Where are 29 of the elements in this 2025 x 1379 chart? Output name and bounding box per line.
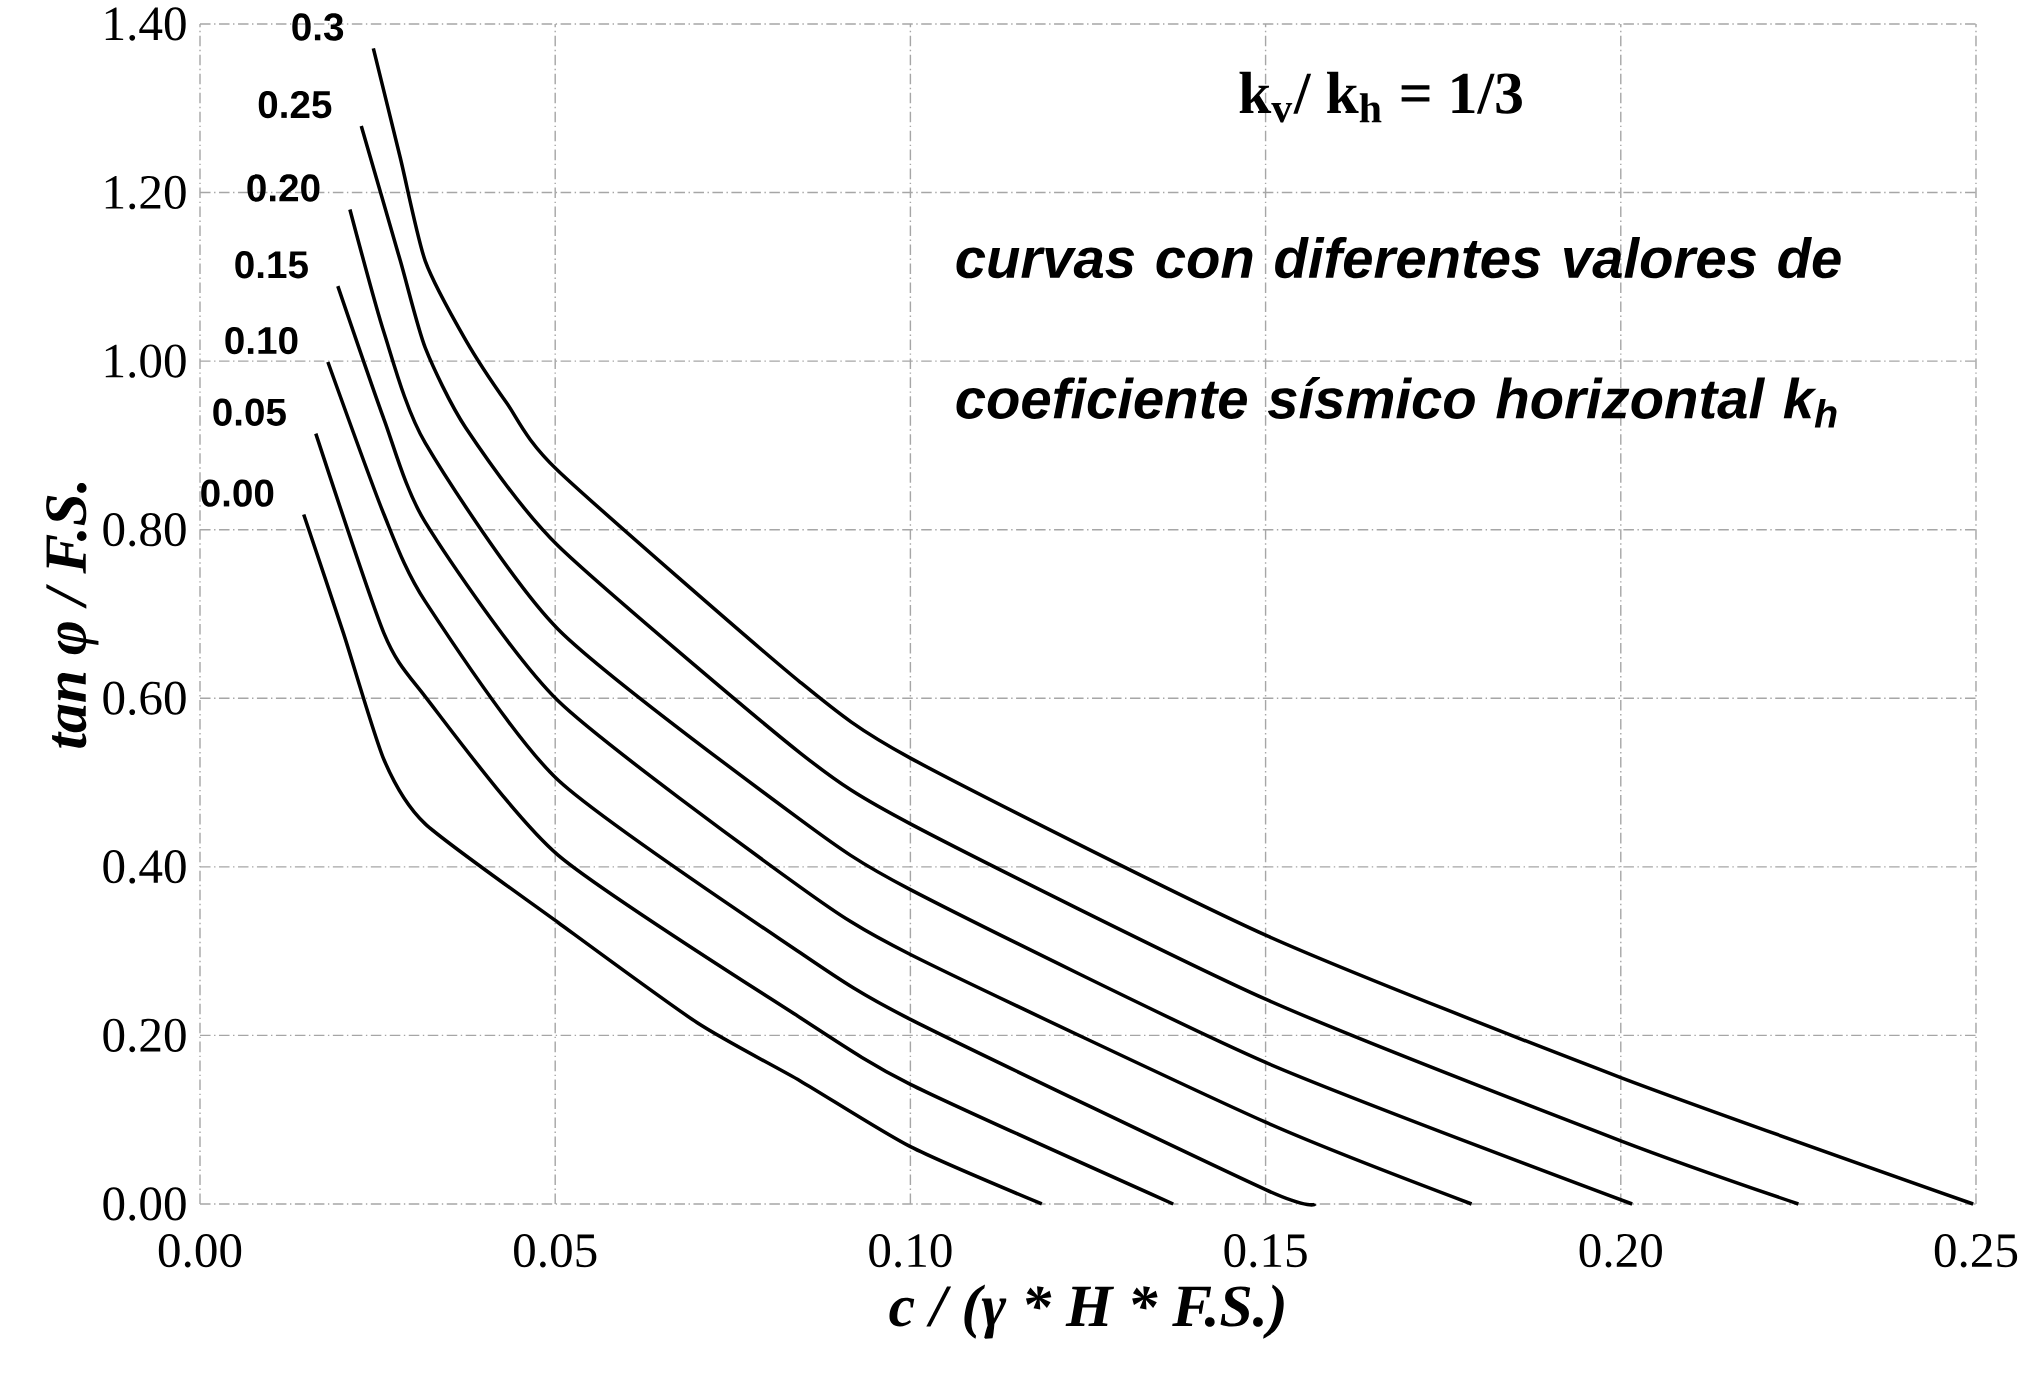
x-tick-label: 0.15 [1224,1233,1307,1268]
series-label: 0.00 [201,479,274,507]
series-label: 0.20 [247,174,320,202]
line-series [314,431,1175,1206]
line-series [336,284,1474,1206]
series-label: 0.10 [225,326,298,355]
y-tick-label: 1.00 [105,344,186,378]
y-tick-label: 0.40 [103,850,186,884]
x-axis-title: c / (γ * H * F.S.) [889,1284,1284,1339]
y-tick-label: 0.60 [103,681,186,716]
text: curvas con diferentes valores de coeficiente sísmico horizontal k$_{h}$ [956,237,1841,428]
x-tick-label: 0.10 [869,1233,952,1268]
x-tick-label: 0.20 [1579,1233,1662,1268]
x-tick-label: 0.25 [1934,1233,2018,1268]
y-axis-title: tan φ / F.S. [46,483,99,748]
series-label: 0.05 [213,398,286,426]
series-label: 0.3 [292,13,344,41]
line-series [301,512,1044,1206]
series-label: 0.25 [258,90,332,119]
y-tick-label: 1.40 [105,7,186,41]
y-tick-label: 0.20 [103,1018,186,1053]
y-tick-label: 1.20 [105,175,186,210]
x-tick-label: 0.05 [514,1233,597,1268]
x-tick-label: 0.00 [158,1233,242,1268]
y-tick-label: 0.80 [103,512,186,547]
line-series [371,46,1975,1206]
y-tick-label: 0.00 [103,1187,186,1221]
annotation: k$_{v}$/ k$_{h}$ = 1/3 [1239,71,1522,123]
series-label: 0.15 [235,251,308,279]
